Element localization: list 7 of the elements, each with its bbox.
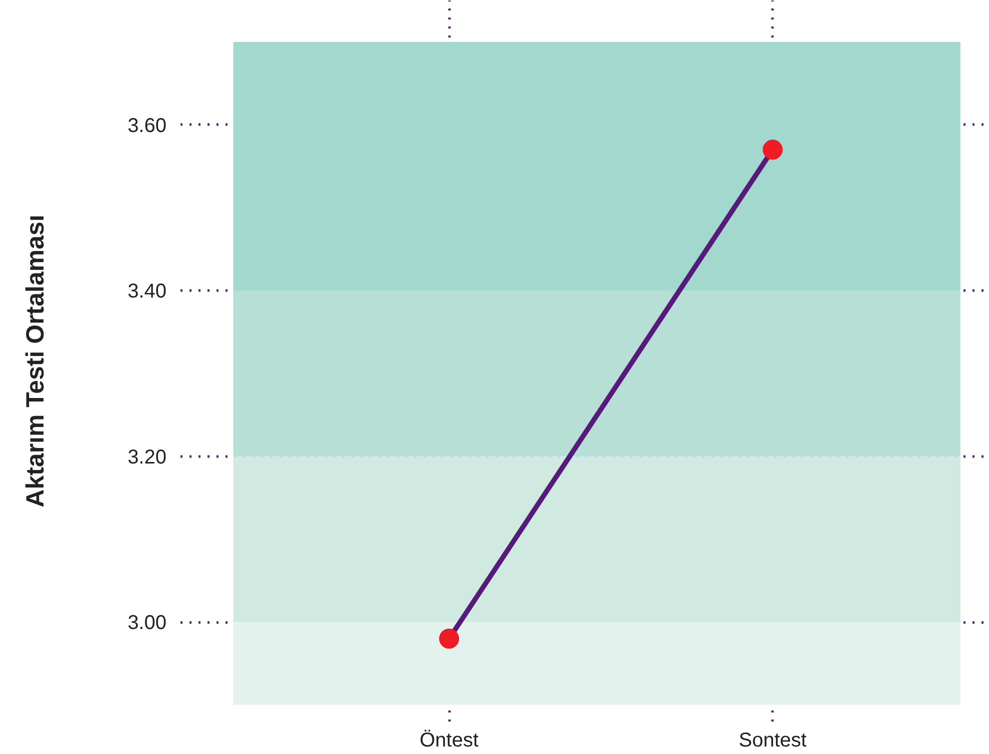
x-tick-label: Öntest: [420, 730, 479, 752]
y-tick-label: 3.60: [128, 114, 167, 137]
x-tick-label: Sontest: [738, 730, 808, 752]
y-tick-label: 3.40: [128, 280, 167, 303]
y-tick-label: 3.20: [128, 446, 167, 468]
y-tick-label: 3.00: [128, 612, 167, 634]
y-axis-title: Aktarım Testi Ortalaması: [22, 214, 50, 508]
